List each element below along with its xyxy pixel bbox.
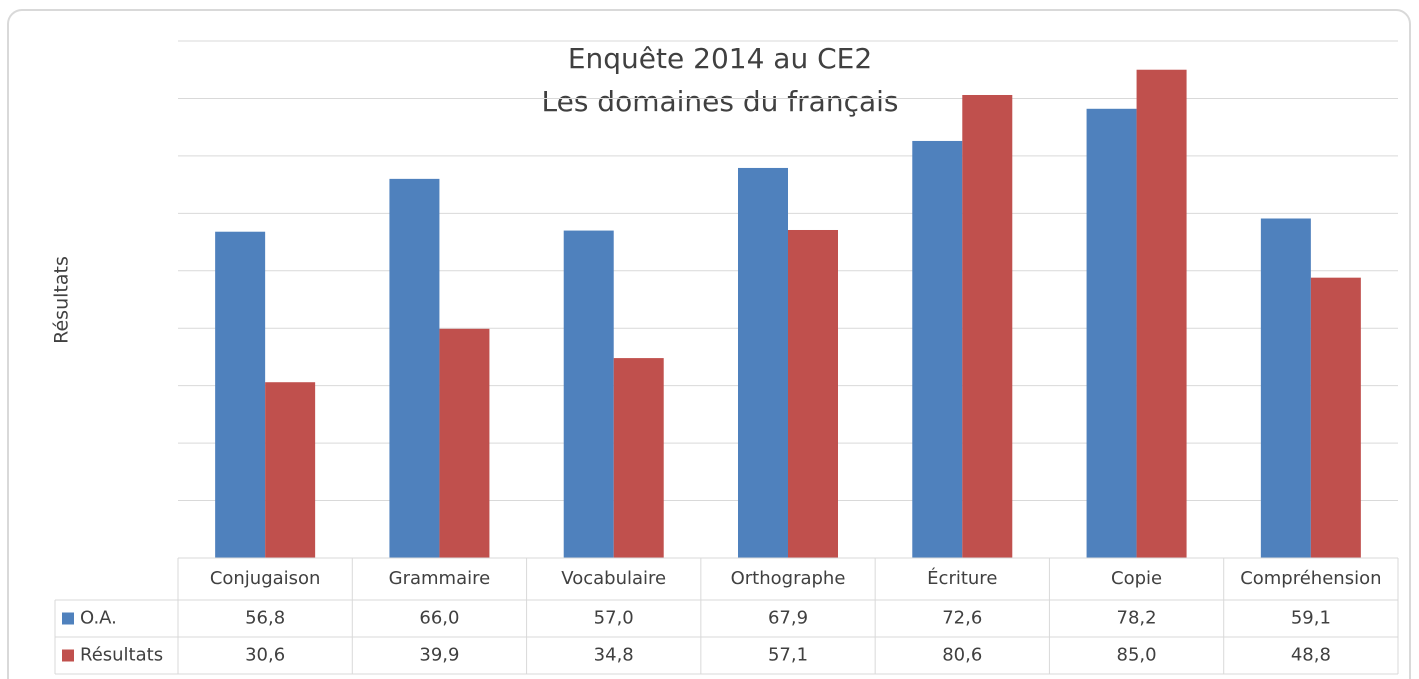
bar bbox=[215, 231, 266, 558]
x-tick-label: Conjugaison bbox=[210, 568, 321, 589]
data-label: 39,9 bbox=[419, 645, 459, 666]
bar bbox=[439, 328, 490, 558]
legend-label: Résultats bbox=[80, 645, 163, 666]
data-label: 57,0 bbox=[594, 608, 634, 629]
data-label: 78,2 bbox=[1117, 608, 1157, 629]
data-label: 80,6 bbox=[942, 645, 982, 666]
data-label: 66,0 bbox=[419, 608, 459, 629]
data-label: 30,6 bbox=[245, 645, 285, 666]
bar bbox=[265, 382, 316, 558]
x-tick-label: Compréhension bbox=[1240, 568, 1381, 589]
bar bbox=[962, 94, 1013, 559]
x-tick-label: Vocabulaire bbox=[561, 568, 666, 589]
x-tick-label: Écriture bbox=[927, 567, 997, 589]
x-tick-label: Copie bbox=[1111, 568, 1162, 589]
legend-swatch bbox=[62, 649, 74, 662]
bar bbox=[1136, 69, 1187, 558]
data-label: 59,1 bbox=[1291, 608, 1331, 629]
data-label: 56,8 bbox=[245, 608, 285, 629]
bar bbox=[613, 358, 664, 558]
data-label: 48,8 bbox=[1291, 645, 1331, 666]
data-label: 57,1 bbox=[768, 645, 808, 666]
data-label: 85,0 bbox=[1117, 645, 1157, 666]
bar bbox=[1310, 277, 1361, 558]
data-label: 67,9 bbox=[768, 608, 808, 629]
bar bbox=[1260, 218, 1311, 558]
bar bbox=[389, 178, 440, 558]
data-label: 72,6 bbox=[942, 608, 982, 629]
bar bbox=[563, 230, 614, 559]
x-tick-label: Grammaire bbox=[389, 568, 491, 589]
legend-swatch bbox=[62, 612, 74, 625]
bar bbox=[738, 167, 788, 559]
legend-label: O.A. bbox=[80, 608, 117, 629]
bar bbox=[788, 229, 838, 558]
chart-frame bbox=[7, 9, 1411, 679]
chart-title: Enquête 2014 au CE2 bbox=[568, 42, 872, 75]
bar bbox=[912, 140, 963, 558]
bar bbox=[1086, 108, 1137, 558]
x-tick-label: Orthographe bbox=[731, 568, 846, 589]
data-label: 34,8 bbox=[594, 645, 634, 666]
chart-subtitle: Les domaines du français bbox=[541, 85, 898, 118]
y-axis-label: Résultats bbox=[51, 256, 73, 344]
